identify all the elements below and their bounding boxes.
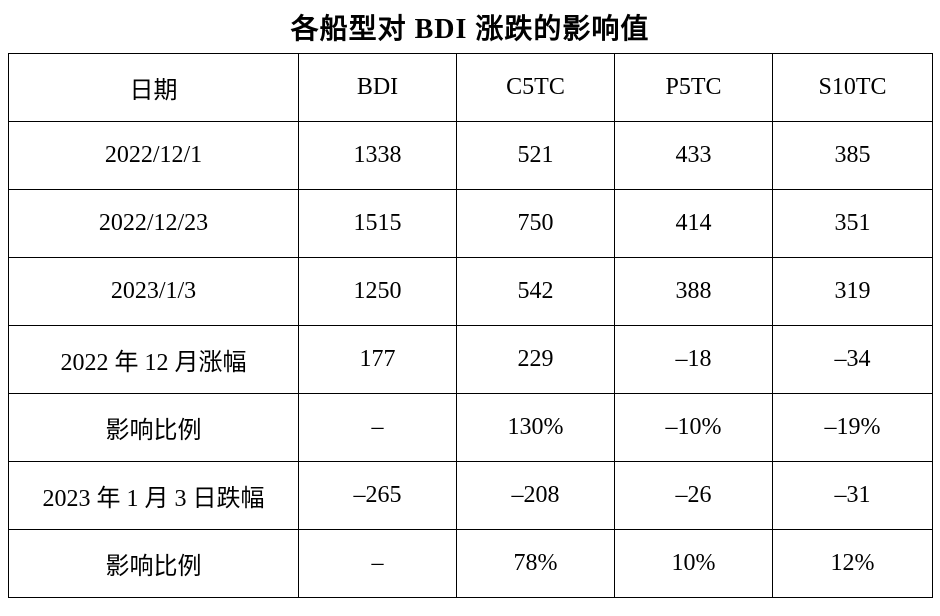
bdi-cell: 1515 [298,189,457,258]
p5tc-cell: 10% [614,529,773,598]
c5tc-cell: 521 [456,121,615,190]
s10tc-cell: –19% [772,393,933,462]
p5tc-cell: –18 [614,325,773,394]
row-label-cell: 2023 年 1 月 3 日跌幅 [8,461,299,530]
c5tc-cell: 542 [456,257,615,326]
table-header-row: 日期 BDI C5TC P5TC S10TC [8,53,933,122]
p5tc-cell: –10% [614,393,773,462]
bdi-cell: 177 [298,325,457,394]
bdi-cell: – [298,529,457,598]
column-header-bdi: BDI [298,53,457,122]
column-header-date: 日期 [8,53,299,122]
c5tc-cell: 130% [456,393,615,462]
s10tc-cell: 319 [772,257,933,326]
table-row: 影响比例 – 130% –10% –19% [8,393,933,462]
s10tc-cell: –31 [772,461,933,530]
p5tc-cell: –26 [614,461,773,530]
p5tc-cell: 388 [614,257,773,326]
bdi-cell: 1250 [298,257,457,326]
s10tc-cell: 12% [772,529,933,598]
table-row: 2023 年 1 月 3 日跌幅 –265 –208 –26 –31 [8,461,933,530]
column-header-s10tc: S10TC [772,53,933,122]
table-row: 2022 年 12 月涨幅 177 229 –18 –34 [8,325,933,394]
s10tc-cell: –34 [772,325,933,394]
bdi-impact-table: 日期 BDI C5TC P5TC S10TC 2022/12/1 1338 52… [8,53,933,598]
row-label-cell: 影响比例 [8,529,299,598]
table-row: 2023/1/3 1250 542 388 319 [8,257,933,326]
row-label-cell: 2022 年 12 月涨幅 [8,325,299,394]
c5tc-cell: –208 [456,461,615,530]
p5tc-cell: 414 [614,189,773,258]
row-label-cell: 影响比例 [8,393,299,462]
bdi-cell: 1338 [298,121,457,190]
c5tc-cell: 78% [456,529,615,598]
row-label-cell: 2023/1/3 [8,257,299,326]
c5tc-cell: 750 [456,189,615,258]
column-header-p5tc: P5TC [614,53,773,122]
p5tc-cell: 433 [614,121,773,190]
table-row: 2022/12/1 1338 521 433 385 [8,121,933,190]
s10tc-cell: 385 [772,121,933,190]
row-label-cell: 2022/12/23 [8,189,299,258]
table-row: 影响比例 – 78% 10% 12% [8,529,933,598]
s10tc-cell: 351 [772,189,933,258]
c5tc-cell: 229 [456,325,615,394]
column-header-c5tc: C5TC [456,53,615,122]
table-row: 2022/12/23 1515 750 414 351 [8,189,933,258]
bdi-cell: –265 [298,461,457,530]
row-label-cell: 2022/12/1 [8,121,299,190]
table-title: 各船型对 BDI 涨跌的影响值 [290,14,650,45]
bdi-cell: – [298,393,457,462]
